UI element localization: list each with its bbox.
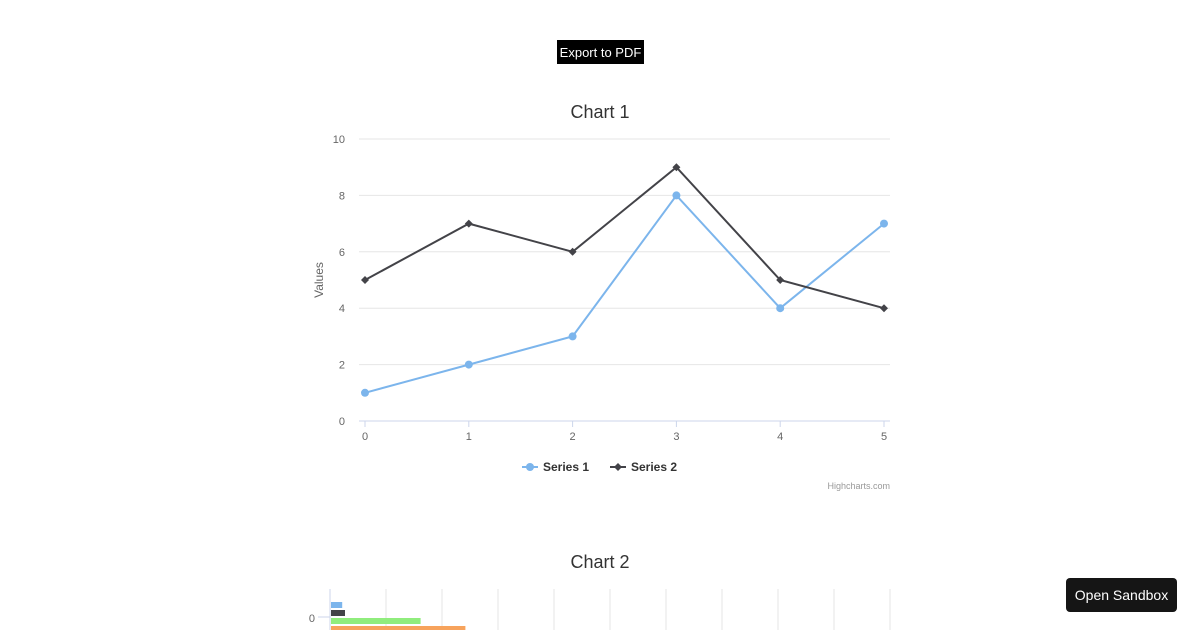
series-1-point[interactable] [880, 219, 888, 228]
series-2-point[interactable] [361, 276, 369, 284]
bar-series-4[interactable] [331, 626, 466, 630]
legend-circle-icon [526, 463, 534, 471]
legend-label: Series 1 [543, 460, 589, 474]
series-2-point[interactable] [464, 219, 473, 228]
y-tick-label: 6 [339, 247, 345, 259]
legend-diamond-icon [614, 463, 622, 471]
y-tick-label: 10 [333, 134, 345, 146]
open-sandbox-button[interactable]: Open Sandbox [1066, 578, 1177, 612]
legend-item-series-1[interactable]: Series 1 [522, 460, 589, 474]
series-1-line[interactable] [364, 193, 885, 394]
y-tick-label: 0 [339, 416, 345, 428]
series-2-point[interactable] [672, 163, 681, 172]
series-2-point[interactable] [776, 276, 785, 284]
y-tick-label: 4 [339, 303, 345, 315]
highcharts-credits[interactable]: Highcharts.com [827, 481, 890, 491]
export-pdf-button[interactable]: Export to PDF [557, 40, 644, 64]
y-tick-label: 8 [339, 190, 345, 202]
bar-series-1[interactable] [331, 602, 343, 608]
x-tick-label: 1 [466, 431, 472, 443]
legend-label: Series 2 [631, 460, 677, 474]
bar-series-3[interactable] [331, 618, 421, 624]
x-tick-label: 2 [570, 431, 576, 443]
y-tick-label: 0 [309, 613, 315, 625]
series-1-point[interactable] [361, 388, 369, 397]
chart-1-title: Chart 1 [570, 102, 629, 122]
y-axis-label: Values [312, 262, 326, 298]
bar-series-2[interactable] [331, 610, 345, 616]
series-1-point[interactable] [568, 332, 577, 341]
y-tick-label: 2 [339, 360, 345, 372]
x-tick-label: 5 [881, 431, 887, 443]
series-2-point[interactable] [880, 304, 888, 313]
chart-2-title: Chart 2 [570, 552, 629, 572]
legend-item-series-2[interactable]: Series 2 [610, 460, 677, 474]
x-tick-label: 3 [673, 431, 679, 443]
series-1-point[interactable] [776, 304, 785, 313]
series-1-point[interactable] [464, 360, 473, 369]
series-1-point[interactable] [672, 191, 681, 200]
series-2-point[interactable] [568, 247, 577, 256]
series-2-line[interactable] [364, 165, 885, 310]
x-tick-label: 4 [777, 431, 783, 443]
x-tick-label: 0 [362, 431, 368, 443]
